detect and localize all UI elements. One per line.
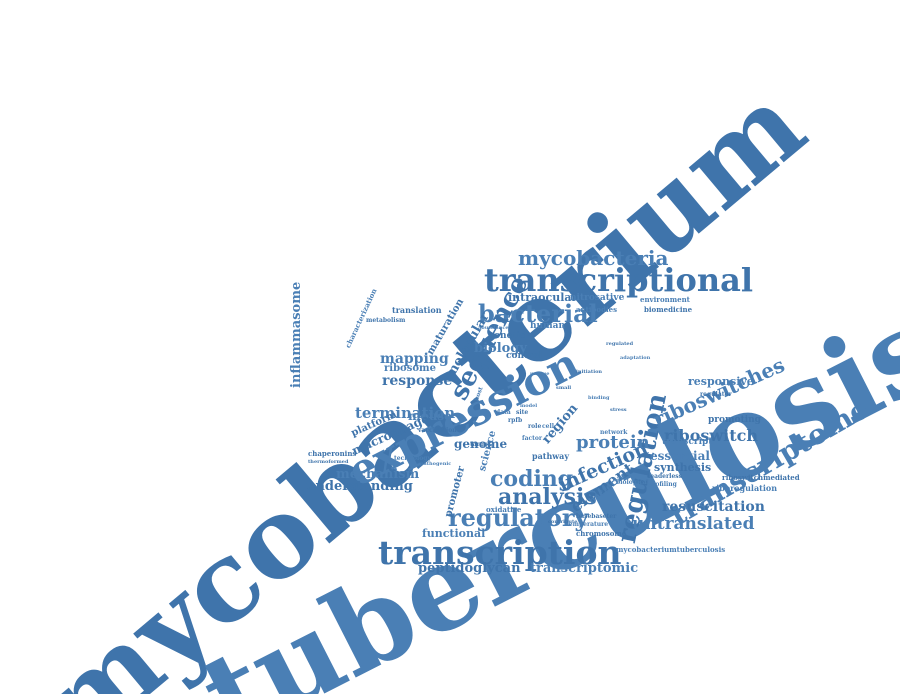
word-abundance: abundance (478, 325, 509, 331)
word-functional: functional (422, 527, 486, 540)
word-genetic: genetic (488, 331, 526, 341)
word-riboswitch: riboswitch (664, 426, 758, 445)
word-regulatory: regulatory (448, 503, 589, 532)
word-thermoformed: thermoformed (308, 459, 349, 465)
word-translation: translation (392, 305, 442, 315)
word-termination: termination (355, 404, 456, 422)
word-biological: biological (616, 479, 650, 486)
word-site: site (516, 409, 529, 416)
word-riboregulation: riboregulation (712, 483, 778, 493)
word-analysis: analysis (498, 484, 597, 510)
word-human: human (530, 321, 565, 331)
word-resuscitation: resuscitation (662, 499, 765, 515)
word-transcript: transcript (662, 437, 713, 447)
word-untranslated: untranslated (632, 514, 755, 534)
word-understanding: understanding (306, 479, 413, 494)
word-target: target (470, 441, 491, 448)
word-regulator: regulator (700, 391, 732, 398)
word-inflammasome: inflammasome (289, 281, 304, 388)
word-binding: binding (588, 395, 610, 401)
word-initiation: initiation (576, 369, 603, 375)
word-mapping: mapping (380, 351, 449, 367)
word-contribute: contribute (548, 519, 578, 525)
word-ribosome: ribosome (384, 363, 436, 374)
word-adaptation: adaptation (620, 355, 651, 361)
word-mycobacteria: mycobacteria (518, 246, 669, 270)
word-temperature: temperature (566, 521, 609, 528)
word-riboswitchmediated: riboswitchmediated (722, 473, 800, 482)
word-protein: protein (576, 432, 650, 453)
word-biology: biology (474, 341, 527, 356)
word-profiling: profiling (648, 481, 677, 488)
word-mechanism: mechanism (336, 467, 420, 482)
word-factor: factor (522, 435, 543, 442)
word-cell: cell (542, 423, 555, 430)
word-role: role (528, 423, 542, 430)
word-environment: environment (640, 295, 690, 304)
word-biomedicine: biomedicine (644, 305, 693, 314)
word-unique: unique (530, 371, 550, 377)
word-response: response (382, 373, 453, 389)
word-stress: stress (610, 407, 627, 413)
word-small: small (556, 385, 572, 391)
word-promoting: promoting (708, 415, 761, 425)
word-pathway: pathway (532, 451, 570, 461)
word-nitrosative: nitrosative (570, 293, 625, 303)
word-essential: essential (650, 449, 710, 463)
word-mouse: mouse (408, 409, 452, 423)
word-regulated: regulated (606, 341, 634, 347)
word-bacterial: bacterial (478, 299, 598, 328)
word-peptidoglycan: peptidoglycan (418, 561, 521, 576)
word-antibodies: antibodies (576, 305, 618, 314)
word-synthesis: synthesis (654, 461, 712, 474)
word-transcription: transcription (378, 533, 622, 572)
word-leaderless: leaderless (648, 473, 683, 480)
word-chromosome: chromosome (576, 529, 627, 538)
word-pathogenic: pathogenic (420, 461, 452, 467)
word-basebaseter: basebaseter (576, 513, 617, 520)
word-oxidative: oxidative (486, 505, 522, 514)
word-rpfb: rpfb (508, 417, 523, 424)
word-model: model (520, 403, 538, 409)
word-coding: coding (490, 466, 574, 492)
word-transcriptomic: transcriptomic (530, 561, 639, 576)
word-chaperonins: chaperonins (308, 449, 357, 458)
word-vaccination: vaccination (418, 427, 457, 434)
word-responsive: responsive (688, 375, 754, 388)
word-metabolism: metabolism (366, 317, 406, 324)
word-mycobacteriumtuberculosis: mycobacteriumtuberculosis (616, 545, 726, 554)
word-transcriptional: transcriptional (484, 261, 753, 299)
word-technology: technology (394, 455, 431, 462)
word-network: network (600, 429, 628, 436)
word-control: control (506, 351, 543, 361)
word-genome: genome (454, 437, 508, 451)
word-data: data (496, 409, 511, 416)
word-intraocular: intraocular (508, 291, 578, 304)
